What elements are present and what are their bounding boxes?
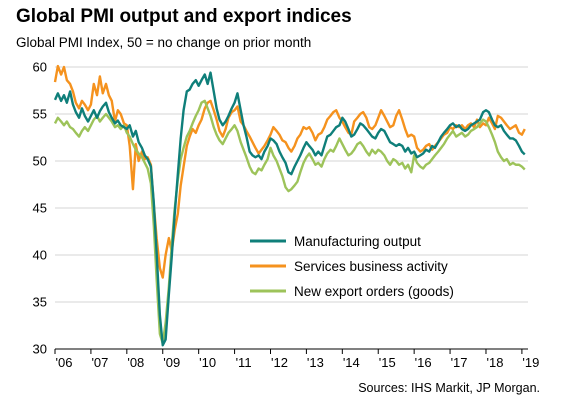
- chart-title: Global PMI output and export indices: [16, 6, 352, 27]
- x-tick-label: '14: [343, 355, 360, 370]
- y-axis-ticks: 30 35 40 45 50 55 60: [33, 60, 47, 357]
- y-tick-label: 30: [33, 342, 47, 357]
- x-tick-label: '16: [415, 355, 432, 370]
- series-lines: [53, 64, 526, 347]
- legend-label-exports: New export orders (goods): [294, 284, 454, 299]
- legend-label-services: Services business activity: [294, 259, 448, 274]
- source-note: Sources: IHS Markit, JP Morgan.: [358, 381, 540, 395]
- x-tick-label: '09: [163, 355, 180, 370]
- x-tick-label: '10: [199, 355, 216, 370]
- series-line-services: [53, 64, 526, 279]
- x-axis-ticks: '06 '07 '08 '09 '10 '11 '12 '13 '14 '15 '16 '17 '18 '…: [54, 349, 539, 370]
- series-line-manufacturing: [53, 71, 526, 347]
- y-tick-label: 35: [33, 295, 47, 310]
- x-tick-label: '13: [307, 355, 324, 370]
- x-tick-label: '19: [522, 355, 539, 370]
- y-tick-label: 55: [33, 107, 47, 122]
- x-tick-label: '11: [236, 355, 252, 370]
- x-tick-label: '07: [91, 355, 108, 370]
- chart-subtitle: Global PMI Index, 50 = no change on prio…: [16, 35, 312, 50]
- x-tick-label: '18: [487, 355, 504, 370]
- x-tick-label: '08: [127, 355, 144, 370]
- x-tick-label: '15: [379, 355, 396, 370]
- gridlines: [55, 66, 528, 303]
- series-line-exports: [53, 99, 526, 345]
- x-tick-label: '17: [451, 355, 468, 370]
- y-tick-label: 60: [33, 60, 47, 75]
- x-tick-label: '06: [56, 355, 73, 370]
- legend-label-manufacturing: Manufacturing output: [294, 234, 421, 249]
- y-tick-label: 40: [33, 248, 47, 263]
- y-tick-label: 50: [33, 154, 47, 169]
- y-tick-label: 45: [33, 201, 47, 216]
- legend: Manufacturing output Services business ac…: [250, 234, 454, 299]
- x-tick-label: '12: [271, 355, 288, 370]
